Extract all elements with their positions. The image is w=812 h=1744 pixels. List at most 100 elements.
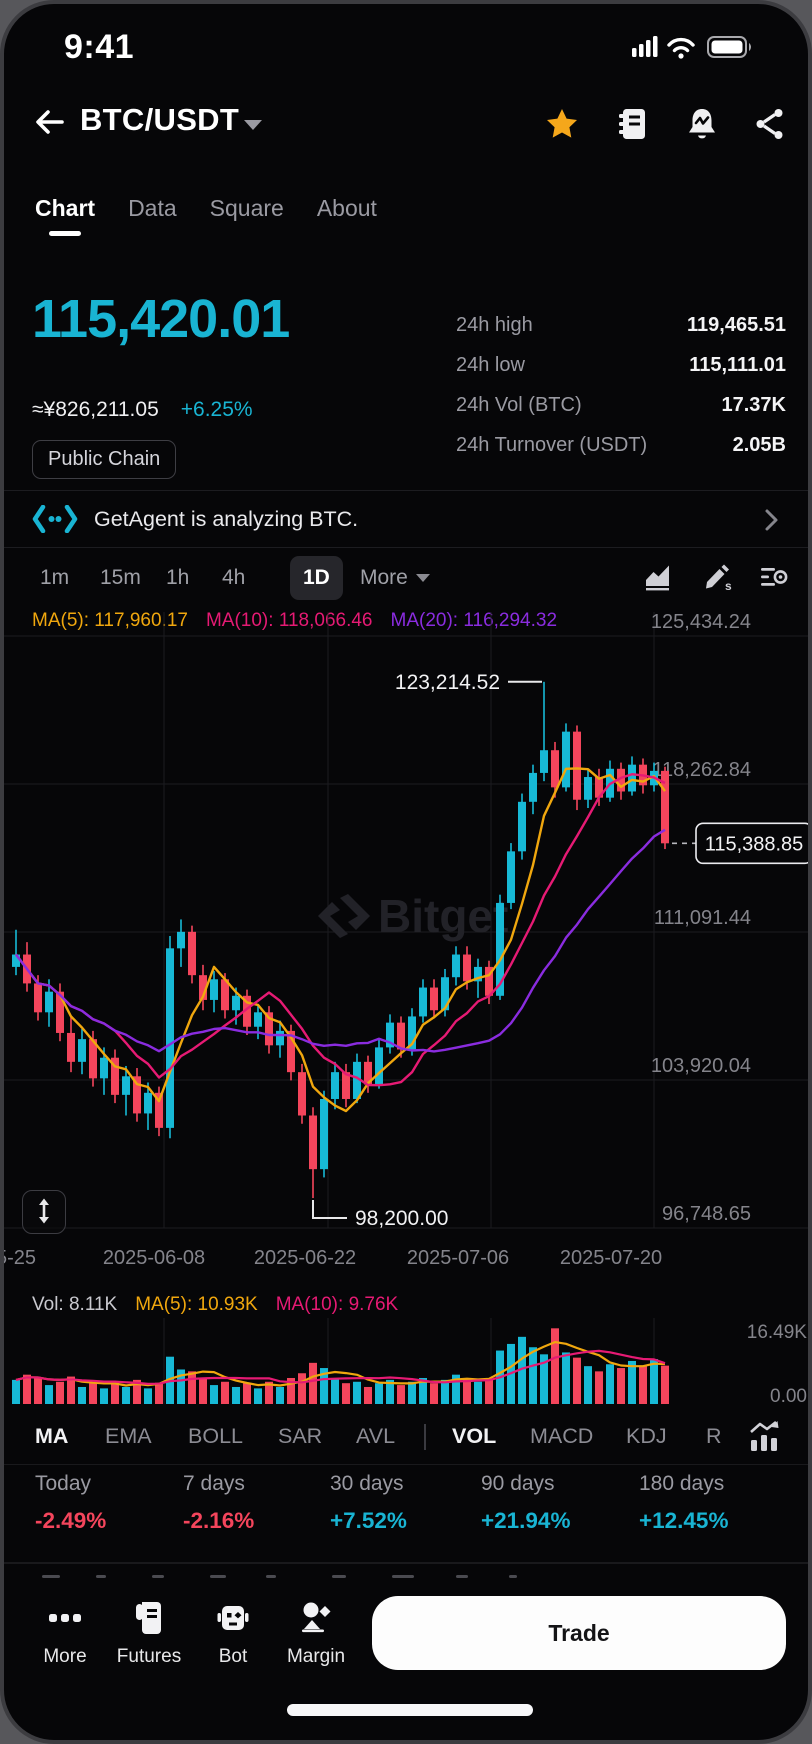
indicator-macd[interactable]: MACD (530, 1423, 594, 1448)
indicator-ma[interactable]: MA (35, 1423, 69, 1448)
candle-body (375, 1047, 383, 1085)
favorite-button[interactable] (542, 104, 582, 144)
timeframe-4h[interactable]: 4h (222, 566, 246, 589)
x-axis-label: 2025-06-22 (254, 1247, 356, 1269)
candle-body (386, 1022, 394, 1048)
margin-icon (302, 1602, 331, 1633)
indicator-r[interactable]: R (706, 1423, 722, 1448)
timeframe-1D[interactable]: 1D (290, 556, 343, 600)
candle-body (507, 851, 515, 903)
candle-body (320, 1098, 328, 1170)
ma-line-5 (15, 767, 666, 1113)
nav-item-more[interactable]: More (25, 1600, 105, 1668)
timeframe-more[interactable]: More (360, 546, 430, 610)
indicator-avl[interactable]: AVL (356, 1423, 396, 1448)
candle-body (56, 991, 64, 1033)
candle-body (276, 1030, 284, 1046)
volume-bar (276, 1386, 284, 1404)
stat-value: 2.05B (732, 434, 786, 456)
stat-label: 24h Vol (BTC) (456, 394, 582, 416)
status-icons (632, 36, 751, 59)
y-axis-label: 118,262.84 (652, 759, 751, 781)
symbol-title[interactable]: BTC/USDT (80, 102, 240, 137)
volume-bar (452, 1374, 460, 1404)
tab-data[interactable]: Data (128, 194, 177, 221)
candle-body (100, 1057, 108, 1079)
performance-value: -2.49% (35, 1508, 107, 1533)
page-tabs: Chart Data Square About (4, 176, 377, 246)
indicator-settings-button[interactable] (758, 562, 790, 594)
nav-item-futures[interactable]: Futures (109, 1600, 189, 1668)
candle-body (89, 1039, 97, 1079)
performance-label: 30 days (330, 1472, 404, 1495)
volume-bar (78, 1386, 86, 1404)
stat-label: 24h Turnover (USDT) (456, 434, 648, 456)
tab-chart[interactable]: Chart (35, 195, 95, 228)
expand-chart-button[interactable] (22, 1190, 66, 1234)
volume-bar (199, 1377, 207, 1404)
public-chain-badge[interactable]: Public Chain (32, 440, 177, 479)
alert-bell-icon (689, 109, 715, 139)
volume-bar (243, 1383, 251, 1404)
performance-label: 180 days (639, 1472, 725, 1495)
performance-label: 7 days (183, 1472, 245, 1495)
volume-bar (34, 1377, 42, 1404)
clipped-text-fragment (392, 1575, 414, 1578)
volume-bar (331, 1377, 339, 1404)
home-indicator[interactable] (287, 1704, 533, 1716)
volume-bar (265, 1381, 273, 1404)
candle-body (243, 995, 251, 1027)
symbol-dropdown-caret[interactable] (244, 120, 262, 130)
bot-icon (217, 1606, 249, 1630)
volume-bar (320, 1368, 328, 1404)
share-button[interactable] (750, 104, 790, 144)
ma-legend: MA(5): 117,960.17 MA(10): 118,066.46 MA(20… (32, 610, 557, 632)
volume-bar (232, 1386, 240, 1404)
price-chart-canvas[interactable]: 125,434.24 118,262.84 111,091.44 103,920.04… (4, 604, 812, 1292)
draw-tool-button[interactable]: s (702, 562, 734, 594)
volume-bar (89, 1383, 97, 1404)
tab-square[interactable]: Square (209, 194, 284, 221)
candle-body (232, 995, 240, 1011)
volume-chart-canvas[interactable]: 16.49K 0.00 (4, 1318, 812, 1408)
candle-body (34, 983, 42, 1013)
tab-about[interactable]: About (316, 194, 377, 221)
candle-body (485, 966, 493, 996)
ma-line-20 (15, 828, 666, 1053)
candle-body (540, 750, 548, 773)
getagent-banner[interactable]: GetAgent is analyzing BTC. (4, 490, 808, 548)
candle-body (144, 1092, 152, 1114)
performance-90-days: 90 days +21.94% (481, 1472, 570, 1534)
bitget-logo-icon (340, 894, 370, 930)
timeframe-1h[interactable]: 1h (166, 566, 190, 589)
indicator-kdj[interactable]: KDJ (626, 1423, 667, 1448)
timeframe-1m[interactable]: 1m (40, 566, 70, 589)
orderbook-button[interactable] (612, 104, 652, 144)
indicator-picker-button[interactable] (748, 1420, 782, 1454)
trade-button[interactable]: Trade (372, 1596, 786, 1670)
price-alert-button[interactable] (682, 104, 722, 144)
clipped-text-fragment (42, 1575, 60, 1578)
nav-item-margin[interactable]: Margin (276, 1600, 356, 1668)
indicator-sar[interactable]: SAR (278, 1423, 323, 1448)
indicator-boll[interactable]: BOLL (188, 1423, 243, 1448)
back-button[interactable] (28, 100, 72, 144)
wifi-icon (667, 37, 695, 59)
indicator-ema[interactable]: EMA (105, 1423, 152, 1448)
volume-bar (23, 1374, 31, 1404)
clipped-text-fragment (152, 1575, 164, 1578)
nav-item-bot[interactable]: Bot (193, 1600, 273, 1668)
expand-vertical-icon (39, 1198, 49, 1224)
volume-bar (650, 1359, 658, 1404)
timeframe-15m[interactable]: 15m (100, 566, 141, 589)
ma-legend-item: MA(5): 117,960.17 (32, 610, 188, 631)
performance-7-days: 7 days -2.16% (183, 1472, 254, 1534)
volume-bar (595, 1371, 603, 1404)
performance-label: 90 days (481, 1472, 555, 1495)
candle-body (122, 1076, 130, 1095)
y-axis-label: 111,091.44 (654, 907, 751, 929)
chart-style-button[interactable] (642, 562, 674, 594)
performance-value: -2.16% (183, 1508, 255, 1533)
indicator-vol[interactable]: VOL (452, 1423, 497, 1448)
battery-icon (707, 36, 751, 58)
